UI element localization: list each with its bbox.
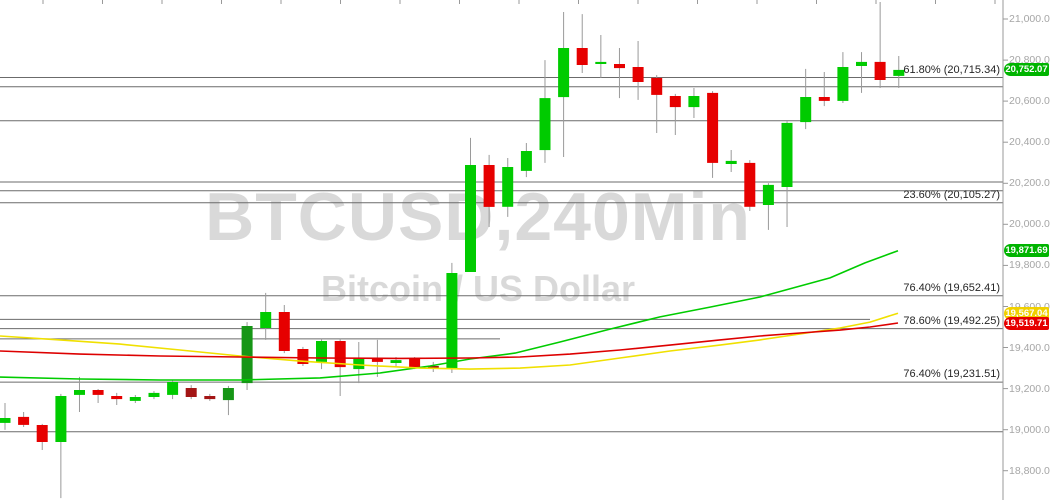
- candle-body: [856, 61, 867, 66]
- candle-body: [148, 392, 160, 397]
- y-axis-label: 20,000.00: [1009, 218, 1050, 231]
- price-badge-1951971: 19,519.71: [1004, 316, 1049, 330]
- level-label: 78.60% (19,492.25): [903, 314, 1000, 327]
- candle-body: [18, 416, 30, 425]
- candle-body: [371, 358, 383, 362]
- price-badge-2075207: 20,752.07: [1004, 63, 1049, 77]
- candle-body: [353, 358, 365, 370]
- candle-body: [222, 388, 234, 401]
- candle-body: [204, 396, 216, 400]
- candle-body: [762, 184, 774, 205]
- level-label: 23.60% (20,105.27): [903, 188, 1000, 201]
- y-axis-label: 19,000.00: [1009, 423, 1050, 436]
- candle-body: [129, 397, 141, 401]
- candle-body: [74, 390, 85, 395]
- y-axis-label: 20,400.00: [1009, 136, 1050, 149]
- candle-body: [688, 96, 700, 108]
- candle-body: [651, 77, 663, 95]
- candle-body: [167, 382, 179, 395]
- candle-body: [427, 366, 439, 369]
- candle-body: [483, 165, 495, 207]
- y-axis-label: 20,600.00: [1009, 95, 1050, 108]
- candle-body: [334, 341, 346, 368]
- candle-body: [520, 151, 532, 171]
- candle-body: [837, 67, 849, 101]
- y-axis-label: 20,800.00: [1009, 54, 1050, 67]
- candle-body: [893, 69, 905, 76]
- y-axis-label: 19,400.00: [1009, 341, 1050, 354]
- candle-body: [539, 98, 551, 151]
- price-badge-1956704: 19,567.04: [1004, 306, 1049, 320]
- candle-body: [874, 61, 886, 80]
- ma-yellow-line: [0, 312, 899, 370]
- candle-body: [297, 349, 309, 364]
- y-axis-label: 18,800.00: [1009, 464, 1050, 477]
- candle-body: [260, 312, 272, 328]
- candle-body: [409, 359, 421, 367]
- ma-green-line: [0, 249, 899, 381]
- candle-body: [576, 48, 588, 65]
- candle-body: [446, 273, 458, 369]
- y-axis-label: 21,000.00: [1009, 13, 1050, 25]
- y-axis-label: 19,800.00: [1009, 259, 1050, 272]
- candle-body: [92, 390, 104, 395]
- candle-body: [669, 96, 681, 108]
- candle-body: [111, 396, 123, 400]
- candle-body: [316, 341, 327, 362]
- candle-body: [241, 326, 253, 384]
- candle-body: [800, 97, 812, 123]
- y-axis-label: 19,200.00: [1009, 382, 1050, 395]
- candle-body: [818, 97, 830, 101]
- candle-body: [55, 396, 67, 442]
- candle-body: [595, 61, 607, 64]
- candle-body: [465, 165, 476, 272]
- candle-body: [502, 167, 514, 207]
- candle-body: [278, 312, 290, 351]
- candle-body: [744, 162, 756, 207]
- candle-body: [390, 360, 402, 363]
- candle-body: [725, 160, 737, 164]
- candle-body: [632, 67, 644, 82]
- candle-body: [614, 64, 625, 69]
- candle-body: [36, 425, 48, 442]
- y-axis-label: 20,200.00: [1009, 177, 1050, 190]
- candle-body: [558, 48, 570, 98]
- candle-body: [781, 122, 793, 187]
- level-label: 76.40% (19,231.51): [903, 368, 1000, 381]
- candle-body: [707, 92, 719, 163]
- price-badge-1987169: 19,871.69: [1004, 244, 1049, 258]
- candle-body: [185, 388, 197, 397]
- level-label: 76.40% (19,652.41): [903, 281, 1000, 294]
- ma-red-line: [0, 322, 899, 360]
- candle-body: [0, 418, 11, 423]
- level-label: 61.80% (20,715.34): [903, 63, 1000, 76]
